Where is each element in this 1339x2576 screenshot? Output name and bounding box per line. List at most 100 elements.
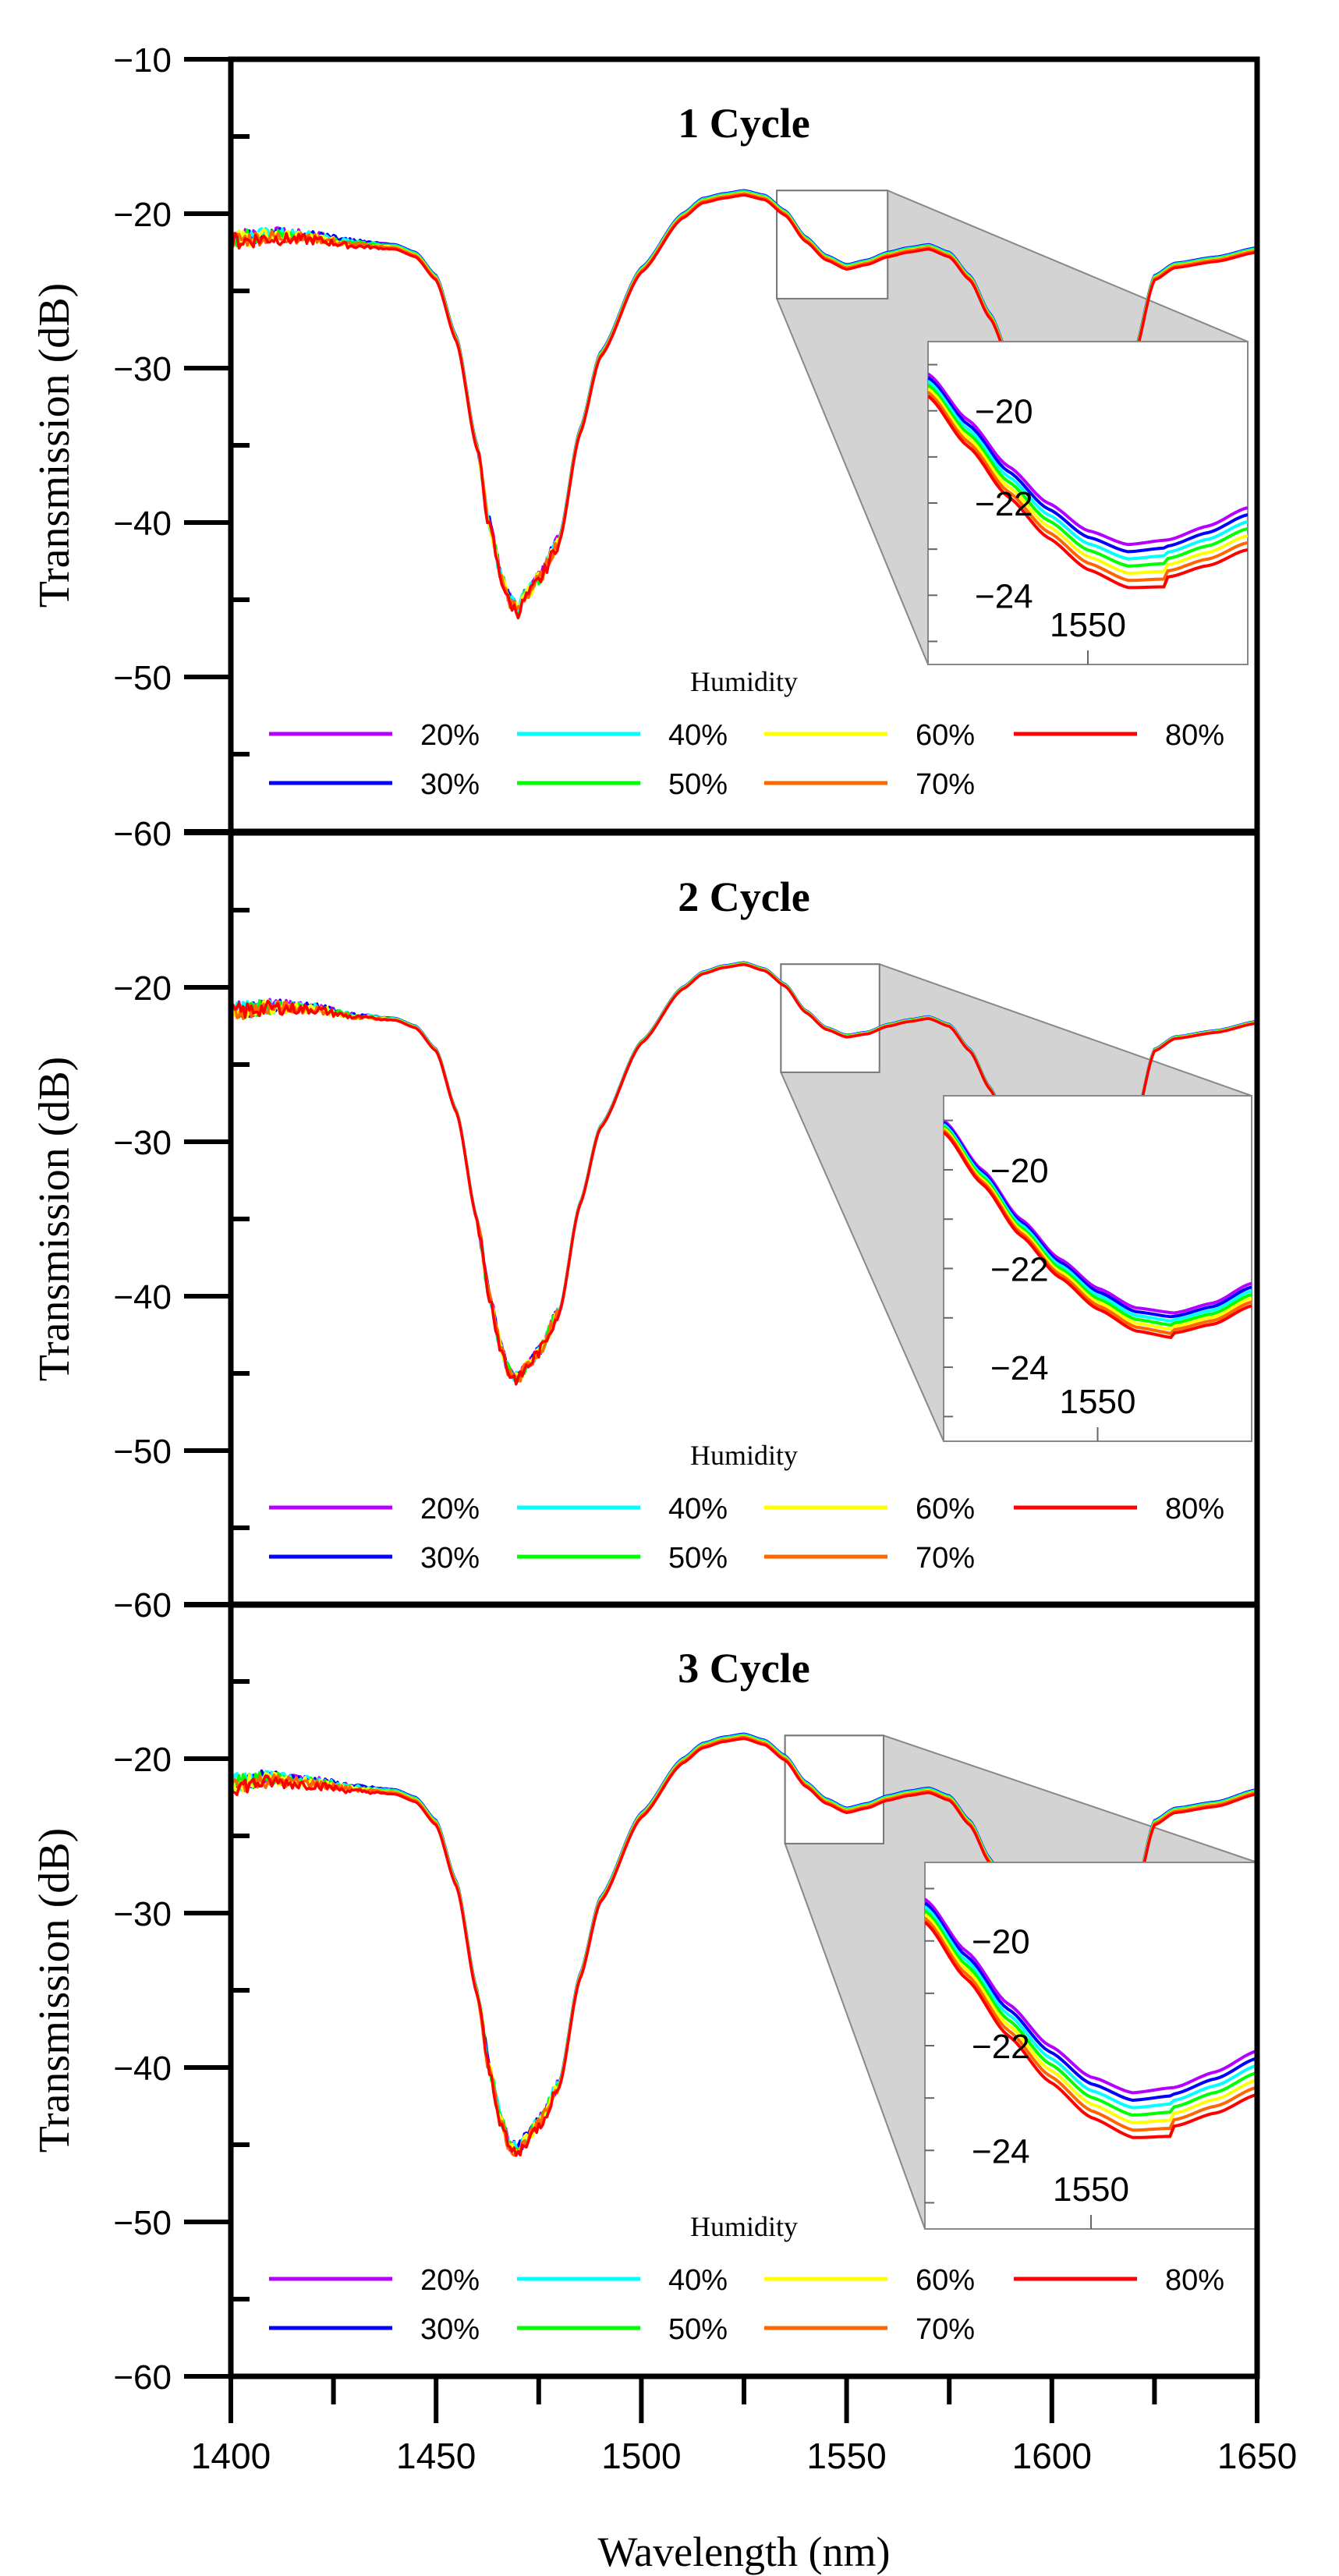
legend-label: 50% bbox=[668, 1542, 728, 1575]
legend-label: 20% bbox=[420, 1493, 480, 1525]
x-tick-label: 1400 bbox=[191, 2436, 271, 2476]
inset-lines bbox=[928, 372, 1248, 590]
inset-series-line-80pct bbox=[944, 1131, 1252, 1340]
y-tick-label: −40 bbox=[113, 505, 172, 543]
legend-label: 80% bbox=[1165, 719, 1224, 752]
legend-label: 60% bbox=[916, 1493, 975, 1525]
legend-entry-50pct: 50% bbox=[517, 1542, 728, 1575]
inset-series-line-40pct bbox=[925, 1905, 1257, 2110]
inset-series-line-30pct bbox=[928, 376, 1248, 554]
y-tick-label: −20 bbox=[113, 196, 172, 234]
zoom-source-box bbox=[776, 190, 889, 299]
legend-entry-40pct: 40% bbox=[517, 719, 728, 752]
legend-title: Humidity bbox=[690, 666, 798, 697]
inset-series-line-80pct bbox=[928, 395, 1248, 590]
inset-series-line-40pct bbox=[928, 380, 1248, 561]
x-tick-labels: 1400 1450 1500 1550 1600 1650 bbox=[191, 2376, 1297, 2476]
inset-x-tick-label: 1550 bbox=[1053, 2170, 1129, 2209]
x-tick-label: 1550 bbox=[806, 2436, 886, 2476]
inset-lines bbox=[925, 1897, 1257, 2139]
inset-series-line-20pct bbox=[925, 1897, 1257, 2095]
y-tick-label: −40 bbox=[113, 1278, 172, 1316]
legend-label: 80% bbox=[1165, 1493, 1224, 1525]
inset-series-line-80pct bbox=[925, 1921, 1257, 2139]
inset-x-tick-label: 1550 bbox=[1060, 1383, 1136, 1421]
y-axis-label: Transmission (dB) bbox=[30, 1828, 79, 2153]
legend-entry-60pct: 60% bbox=[764, 719, 975, 752]
legend-label: 20% bbox=[420, 719, 480, 752]
legend-entry-20pct: 20% bbox=[269, 1493, 480, 1525]
legend-title: Humidity bbox=[690, 1440, 798, 1471]
legend-entry-30pct: 30% bbox=[269, 2313, 480, 2346]
legend-entry-80pct: 80% bbox=[1014, 2264, 1224, 2297]
inset-y-tick-label: −22 bbox=[990, 1251, 1049, 1289]
inset-series-line-60pct bbox=[925, 1913, 1257, 2124]
inset-y-tick-label: −20 bbox=[972, 1923, 1030, 1961]
y-tick-label: −20 bbox=[113, 1741, 172, 1779]
legend-label: 70% bbox=[916, 2313, 975, 2346]
y-tick-label: −30 bbox=[113, 1895, 172, 1933]
legend-title: Humidity bbox=[690, 2211, 798, 2242]
x-axis-label: Wavelength (nm) bbox=[597, 2528, 890, 2575]
zoom-source-box bbox=[784, 1734, 884, 1844]
x-tick-label: 1600 bbox=[1012, 2436, 1092, 2476]
inset-y-tick-label: −22 bbox=[975, 485, 1033, 523]
legend-label: 60% bbox=[916, 2264, 975, 2297]
y-tick-label: −60 bbox=[113, 815, 172, 853]
panel-2: −20 −22 −24 1550 −60 −20 −30 −40 −50 Transmission… bbox=[30, 815, 1260, 1608]
inset-series-line-60pct bbox=[928, 387, 1248, 575]
legend-entry-30pct: 30% bbox=[269, 1542, 480, 1575]
legend-entry-20pct: 20% bbox=[269, 2264, 480, 2297]
y-tick-label: −50 bbox=[113, 659, 172, 697]
legend-label: 70% bbox=[916, 1542, 975, 1575]
x-tick-label: 1500 bbox=[601, 2436, 681, 2476]
y-tick-label: −50 bbox=[113, 1433, 172, 1471]
panel-3: −20 −22 −24 1550 −60 −20 −30 −40 −50 Transmission… bbox=[30, 1586, 1260, 2379]
legend-label: 40% bbox=[668, 719, 728, 752]
legend-entry-40pct: 40% bbox=[517, 2264, 728, 2297]
inset-y-tick-label: −22 bbox=[972, 2028, 1030, 2066]
bottom-axis: −60 1400 1450 1500 1550 1600 1650 Wavelength … bbox=[113, 2358, 1297, 2575]
legend-label: 50% bbox=[668, 768, 728, 801]
legend-label: 70% bbox=[916, 768, 975, 801]
panels: −20 −22 −24 1550 −10 −20 −30 −40 −50 Transmission… bbox=[30, 41, 1260, 2379]
y-tick-label: −60 bbox=[113, 1586, 172, 1625]
legend-label: 40% bbox=[668, 2264, 728, 2297]
legend-entry-40pct: 40% bbox=[517, 1493, 728, 1525]
inset-x-tick-label: 1550 bbox=[1050, 606, 1126, 644]
legend-entry-70pct: 70% bbox=[764, 768, 975, 801]
inset-series-line-70pct bbox=[928, 391, 1248, 583]
legend-label: 40% bbox=[668, 1493, 728, 1525]
legend-entry-80pct: 80% bbox=[1014, 719, 1224, 752]
inset-y-tick-label: −24 bbox=[990, 1349, 1049, 1387]
legend-entry-60pct: 60% bbox=[764, 2264, 975, 2297]
y-tick-label: −50 bbox=[113, 2204, 172, 2242]
legend-entry-60pct: 60% bbox=[764, 1493, 975, 1525]
inset-y-tick-label: −24 bbox=[972, 2132, 1030, 2170]
inset-series-line-30pct bbox=[925, 1901, 1257, 2103]
inset-series-line-70pct bbox=[925, 1917, 1257, 2132]
inset-series-line-50pct bbox=[925, 1909, 1257, 2117]
x-tick-label: 1450 bbox=[396, 2436, 476, 2476]
legend-entry-50pct: 50% bbox=[517, 2313, 728, 2346]
inset-series-line-20pct bbox=[928, 372, 1248, 547]
inset-y-tick-label: −24 bbox=[975, 577, 1033, 615]
legend-entry-50pct: 50% bbox=[517, 768, 728, 801]
panel-title: 1 Cycle bbox=[678, 100, 809, 147]
legend-label: 80% bbox=[1165, 2264, 1224, 2297]
legend-entry-80pct: 80% bbox=[1014, 1493, 1224, 1525]
y-axis-label: Transmission (dB) bbox=[30, 283, 79, 608]
y-tick-label: −30 bbox=[113, 350, 172, 388]
legend-label: 30% bbox=[420, 768, 480, 801]
x-tick-label: 1650 bbox=[1217, 2436, 1297, 2476]
y-tick-label: −30 bbox=[113, 1124, 172, 1162]
panel-1: −20 −22 −24 1550 −10 −20 −30 −40 −50 Transmission… bbox=[30, 41, 1260, 834]
y-tick-label: −40 bbox=[113, 2050, 172, 2088]
legend-label: 20% bbox=[420, 2264, 480, 2297]
legend-label: 30% bbox=[420, 1542, 480, 1575]
inset-series-line-50pct bbox=[928, 384, 1248, 568]
legend-label: 50% bbox=[668, 2313, 728, 2346]
legend-entry-70pct: 70% bbox=[764, 1542, 975, 1575]
y-tick-label: −20 bbox=[113, 969, 172, 1008]
